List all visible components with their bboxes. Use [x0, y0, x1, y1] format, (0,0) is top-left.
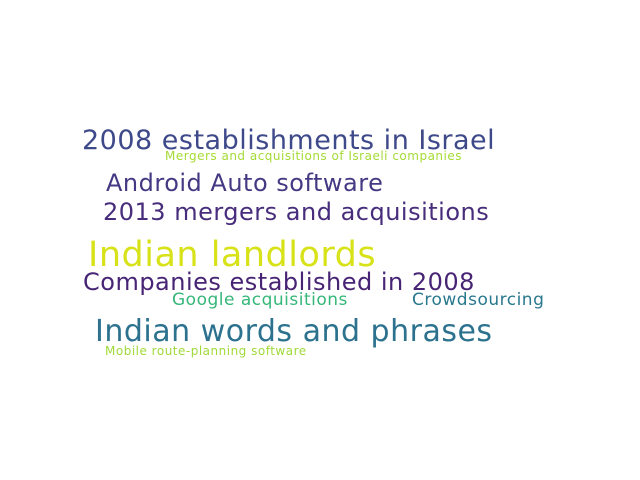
- word-mergers-israeli-companies: Mergers and acquisitions of Israeli comp…: [165, 149, 462, 163]
- word-indian-words-and-phrases: Indian words and phrases: [95, 314, 493, 349]
- word-2008-establishments-in-israel: 2008 establishments in Israel: [82, 125, 496, 156]
- word-crowdsourcing: Crowdsourcing: [412, 290, 545, 310]
- word-mobile-route-planning-software: Mobile route-planning software: [105, 344, 307, 358]
- word-android-auto-software: Android Auto software: [106, 169, 384, 197]
- word-google-acquisitions: Google acquisitions: [172, 290, 348, 310]
- word-companies-established-in-2008: Companies established in 2008: [83, 268, 475, 296]
- word-2013-mergers-and-acquisitions: 2013 mergers and acquisitions: [103, 198, 490, 226]
- word-indian-landlords: Indian landlords: [88, 235, 377, 275]
